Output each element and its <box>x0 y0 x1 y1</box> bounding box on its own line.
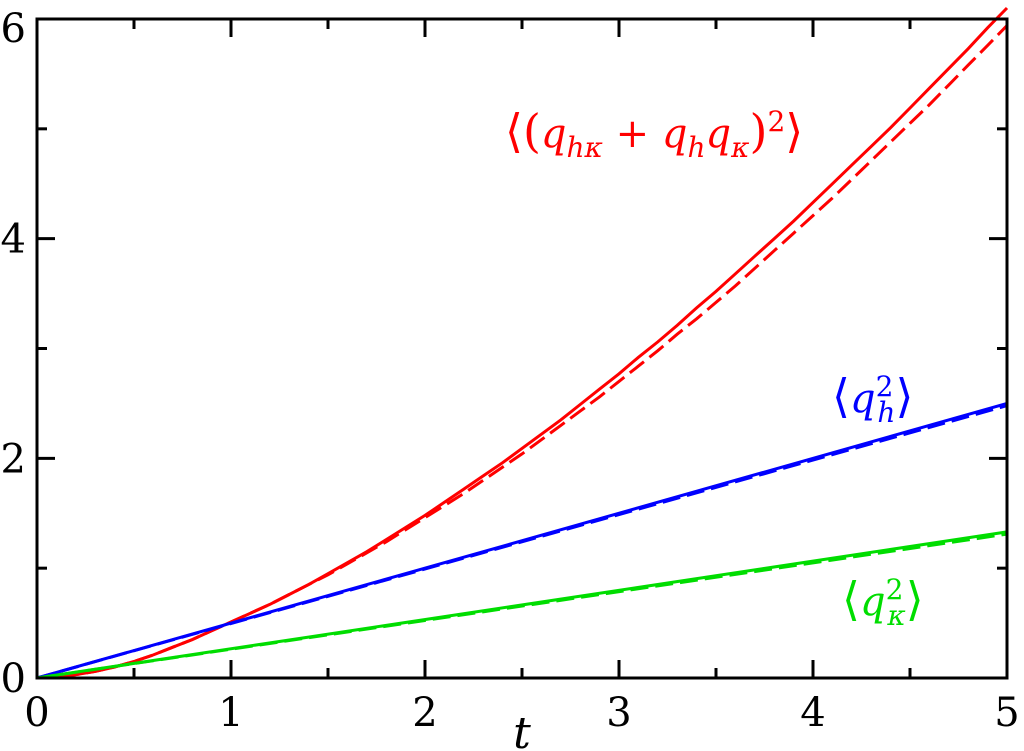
y-tick-label-2: 4 <box>1 217 26 263</box>
x-tick-label-1: 1 <box>218 690 243 736</box>
y-tick-label-1: 2 <box>1 436 26 482</box>
x-axis-label: t <box>513 708 531 751</box>
series-line-1 <box>36 24 1009 680</box>
x-tick-label-0: 0 <box>24 690 49 736</box>
x-tick-label-2: 2 <box>412 690 437 736</box>
ticks-layer <box>37 19 1007 678</box>
series-label-green: ⟨q2 κ⟩ <box>842 572 924 632</box>
x-tick-label-4: 4 <box>800 690 825 736</box>
series-line-5 <box>36 532 1008 680</box>
series-line-3 <box>36 404 1008 680</box>
series-label-red: ⟨(qhκ + qhqκ)2⟩ <box>505 104 803 164</box>
series-layer <box>36 6 1009 680</box>
tick-labels-layer: 0 1 2 3 4 5 0 2 4 6 <box>1 6 1020 736</box>
x-tick-label-5: 5 <box>994 690 1019 736</box>
x-tick-label-3: 3 <box>606 690 631 736</box>
series-label-blue: ⟨q2 h⟩ <box>832 369 913 429</box>
y-tick-label-0: 0 <box>1 656 26 702</box>
y-tick-label-3: 6 <box>1 6 26 52</box>
